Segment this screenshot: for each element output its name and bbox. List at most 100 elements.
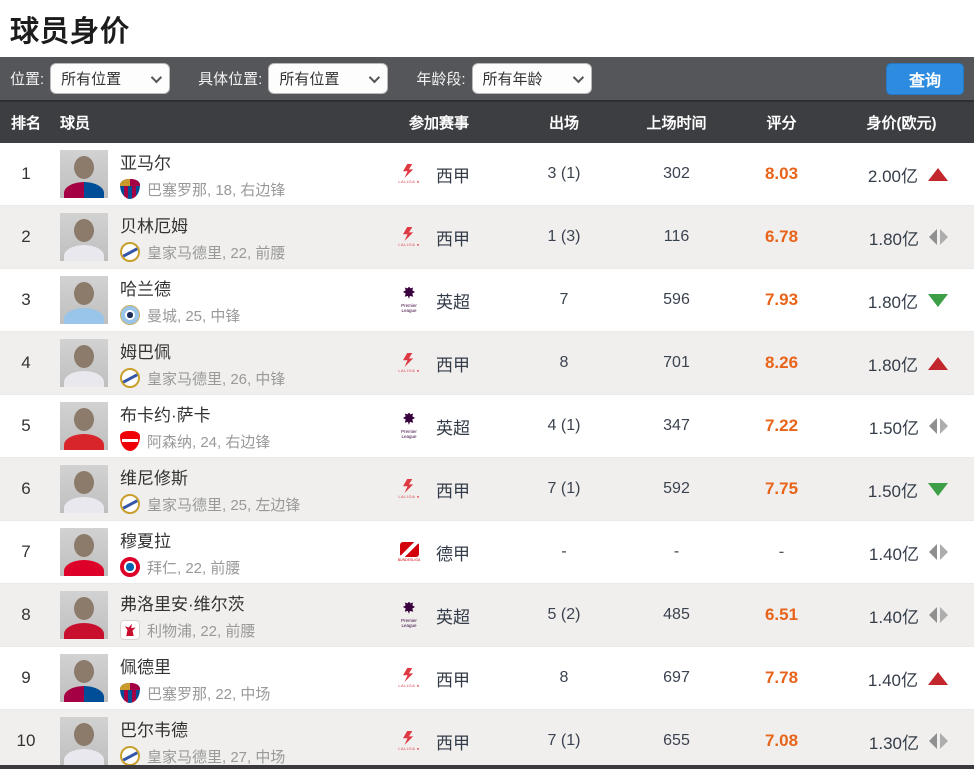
value-cell: 1.80亿 <box>829 288 974 313</box>
player-name[interactable]: 佩德里 <box>120 657 171 677</box>
club-badge-icon <box>120 368 140 388</box>
player-name[interactable]: 哈兰德 <box>120 279 171 299</box>
player-avatar <box>60 591 108 639</box>
club-info-text: 巴塞罗那, 22, 中场 <box>147 685 271 703</box>
table-row[interactable]: 3 哈兰德 曼城, 25, 中锋 英超 7 596 7.93 1.80亿 <box>0 269 974 332</box>
table-row[interactable]: 1 亚马尔 巴塞罗那, 18, 右边锋 西甲 3 (1) 302 8.03 2.… <box>0 143 974 206</box>
chevron-down-icon <box>150 71 163 83</box>
value-cell: 1.30亿 <box>829 729 974 754</box>
minutes-cell: 592 <box>663 480 690 497</box>
position-filter-label: 位置: <box>10 71 45 88</box>
rating-cell: 8.03 <box>764 164 799 183</box>
trend-flat-icon <box>929 544 948 560</box>
table-row[interactable]: 4 姆巴佩 皇家马德里, 26, 中锋 西甲 8 701 8.26 1.80亿 <box>0 332 974 395</box>
league-cell: 西甲 <box>369 477 509 502</box>
value-text: 1.50亿 <box>868 418 919 438</box>
value-text: 1.30亿 <box>868 733 919 753</box>
player-info: 弗洛里安·维尔茨 利物浦, 22, 前腰 <box>120 590 255 641</box>
age-filter-select[interactable]: 所有年龄 <box>471 63 592 94</box>
player-cell: 巴尔韦德 皇家马德里, 27, 中场 <box>52 716 369 767</box>
club-badge-icon <box>120 431 140 451</box>
league-name: 英超 <box>436 607 470 627</box>
header-player: 球员 <box>60 115 91 132</box>
appearances-cell: - <box>561 543 567 560</box>
league-logo-icon <box>391 731 427 751</box>
club-info-text: 阿森纳, 24, 右边锋 <box>147 433 271 451</box>
value-text: 1.80亿 <box>867 355 918 375</box>
minutes-cell: 485 <box>663 606 690 623</box>
league-name: 西甲 <box>436 670 470 690</box>
player-name[interactable]: 亚马尔 <box>120 153 171 173</box>
value-cell: 1.80亿 <box>829 225 974 250</box>
bottom-divider <box>0 765 974 769</box>
rank-cell: 10 <box>16 731 36 750</box>
specific-position-filter-select[interactable]: 所有位置 <box>268 63 389 94</box>
chevron-down-icon <box>369 71 381 83</box>
value-cell: 1.50亿 <box>829 477 974 502</box>
player-cell: 弗洛里安·维尔茨 利物浦, 22, 前腰 <box>52 590 369 641</box>
position-filter-select[interactable]: 所有位置 <box>50 63 171 94</box>
table-row[interactable]: 9 佩德里 巴塞罗那, 22, 中场 西甲 8 697 7.78 1.40亿 <box>0 647 974 710</box>
minutes-cell: - <box>673 543 680 560</box>
value-cell: 1.40亿 <box>829 603 974 628</box>
player-cell: 维尼修斯 皇家马德里, 25, 左边锋 <box>52 464 369 515</box>
player-club-line: 利物浦, 22, 前腰 <box>120 620 255 641</box>
rating-cell: 7.75 <box>764 479 799 498</box>
club-badge-icon <box>120 305 140 325</box>
player-cell: 穆夏拉 拜仁, 22, 前腰 <box>52 527 369 578</box>
appearances-cell: 7 (1) <box>547 732 581 749</box>
player-club-line: 皇家马德里, 25, 左边锋 <box>120 494 300 515</box>
player-name[interactable]: 巴尔韦德 <box>120 720 188 740</box>
search-button[interactable]: 查询 <box>886 62 964 95</box>
league-logo-icon <box>391 542 427 562</box>
player-name[interactable]: 姆巴佩 <box>120 342 171 362</box>
player-name[interactable]: 穆夏拉 <box>120 531 171 551</box>
rating-cell: 6.51 <box>764 605 799 624</box>
player-name[interactable]: 贝林厄姆 <box>120 216 188 236</box>
trend-flat-icon <box>929 229 948 245</box>
league-cell: 英超 <box>369 413 509 440</box>
trend-flat-icon <box>929 607 948 623</box>
table-row[interactable]: 6 维尼修斯 皇家马德里, 25, 左边锋 西甲 7 (1) 592 7.75 … <box>0 458 974 521</box>
player-info: 贝林厄姆 皇家马德里, 22, 前腰 <box>120 212 285 263</box>
table-row[interactable]: 10 巴尔韦德 皇家马德里, 27, 中场 西甲 7 (1) 655 7.08 … <box>0 710 974 769</box>
club-info-text: 皇家马德里, 26, 中锋 <box>147 370 286 388</box>
table-row[interactable]: 2 贝林厄姆 皇家马德里, 22, 前腰 西甲 1 (3) 116 6.78 1… <box>0 206 974 269</box>
league-logo-icon <box>391 227 427 247</box>
table-row[interactable]: 7 穆夏拉 拜仁, 22, 前腰 德甲 - - - 1.40亿 <box>0 521 974 584</box>
player-info: 佩德里 巴塞罗那, 22, 中场 <box>120 653 270 704</box>
filter-bar: 位置: 所有位置 具体位置: 所有位置 年龄段: 所有年龄 查询 <box>0 57 974 102</box>
club-badge-icon <box>120 494 140 514</box>
league-name: 英超 <box>436 418 470 438</box>
minutes-cell: 697 <box>663 669 690 686</box>
header-rank: 排名 <box>10 115 41 132</box>
header-league: 参加赛事 <box>408 115 469 132</box>
table-row[interactable]: 8 弗洛里安·维尔茨 利物浦, 22, 前腰 英超 5 (2) 485 6.51… <box>0 584 974 647</box>
rating-cell: 7.08 <box>764 731 799 750</box>
header-minutes: 上场时间 <box>646 115 707 132</box>
rank-cell: 3 <box>21 290 31 309</box>
rating-cell: - <box>778 542 785 561</box>
player-name[interactable]: 弗洛里安·维尔茨 <box>120 594 245 614</box>
club-badge-icon <box>120 683 140 703</box>
table-row[interactable]: 5 布卡约·萨卡 阿森纳, 24, 右边锋 英超 4 (1) 347 7.22 … <box>0 395 974 458</box>
value-text: 1.40亿 <box>868 544 919 564</box>
player-club-line: 阿森纳, 24, 右边锋 <box>120 431 270 452</box>
player-club-line: 巴塞罗那, 22, 中场 <box>120 683 270 704</box>
league-cell: 西甲 <box>369 225 509 250</box>
minutes-cell: 347 <box>663 417 690 434</box>
league-cell: 西甲 <box>369 666 509 691</box>
player-name[interactable]: 维尼修斯 <box>120 468 188 488</box>
age-filter-label: 年龄段: <box>416 71 466 88</box>
league-logo-icon <box>391 668 427 688</box>
value-cell: 1.40亿 <box>829 666 974 691</box>
club-info-text: 皇家马德里, 22, 前腰 <box>147 244 286 262</box>
player-avatar <box>60 717 108 765</box>
value-cell: 2.00亿 <box>829 162 974 187</box>
club-info-text: 皇家马德里, 27, 中场 <box>147 748 286 766</box>
value-text: 1.80亿 <box>868 229 919 249</box>
header-appearances: 出场 <box>548 115 579 132</box>
player-name[interactable]: 布卡约·萨卡 <box>120 405 211 425</box>
league-cell: 德甲 <box>369 540 509 565</box>
league-cell: 西甲 <box>369 162 509 187</box>
